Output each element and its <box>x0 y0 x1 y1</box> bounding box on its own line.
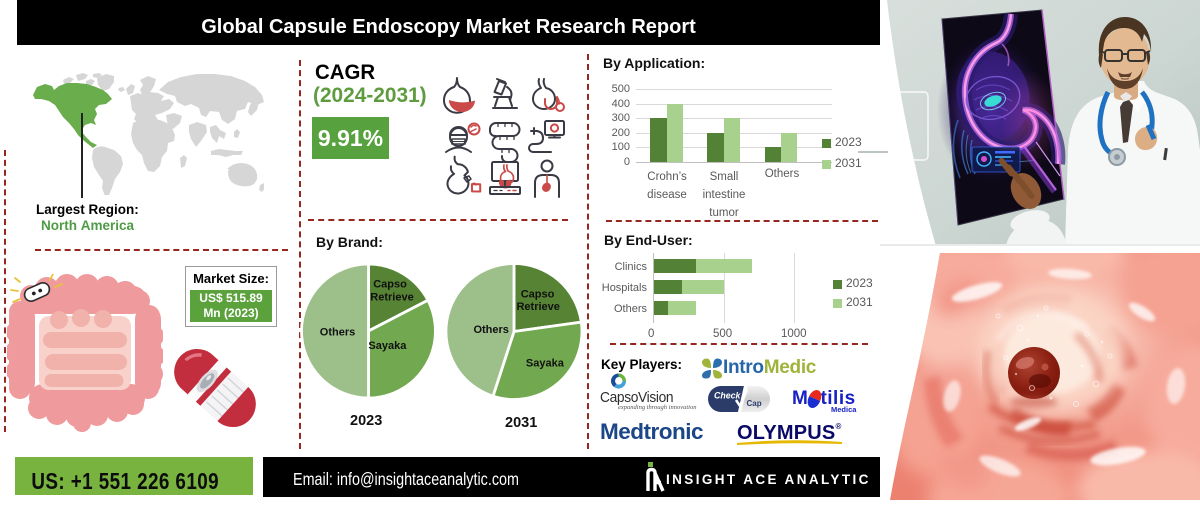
svg-text:Sayaka: Sayaka <box>526 358 565 370</box>
svg-text:Retrieve: Retrieve <box>516 301 559 313</box>
svg-text:Sayaka: Sayaka <box>368 340 407 352</box>
svg-text:Check: Check <box>714 391 742 401</box>
svg-text:Others: Others <box>320 326 355 338</box>
svg-text:Retrieve: Retrieve <box>370 292 413 304</box>
svg-text:Others: Others <box>473 324 508 336</box>
svg-text:Cap: Cap <box>747 399 762 408</box>
svg-text:Capso: Capso <box>373 279 407 291</box>
svg-text:Capso: Capso <box>521 289 555 301</box>
